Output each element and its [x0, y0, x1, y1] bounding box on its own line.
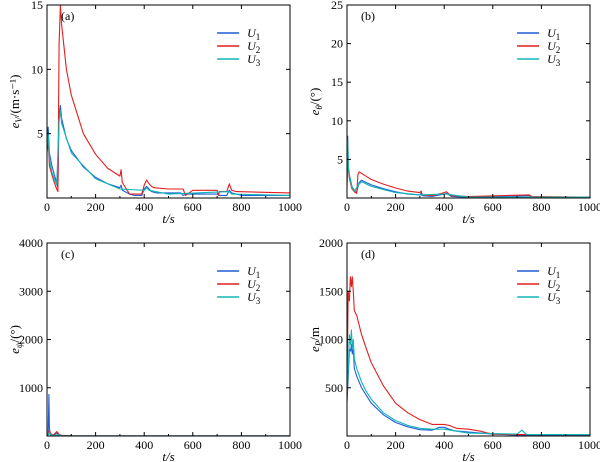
x-tick-label: 200	[87, 200, 105, 214]
y-axis-title: eψ/(°)	[7, 325, 24, 354]
legend-label: U1	[547, 264, 560, 280]
x-tick-label: 800	[232, 438, 250, 452]
y-tick-label: 15	[31, 0, 43, 12]
y-tick-label: 20	[331, 37, 343, 51]
y-tick-label: 25	[331, 0, 343, 12]
y-axis-title: eP/m	[307, 327, 324, 352]
y-axis-title: eV/(m·s⁻¹)	[7, 75, 24, 129]
y-tick-label: 3000	[19, 284, 43, 298]
series-line-u1	[47, 393, 290, 436]
y-tick-label: 5	[337, 152, 343, 166]
x-tick-label: 0	[44, 438, 50, 452]
series-line-u3	[347, 329, 590, 436]
x-tick-label: 600	[184, 200, 202, 214]
legend-label: U1	[247, 26, 260, 42]
x-axis-title: t/s	[462, 211, 474, 226]
x-tick-label: 1000	[278, 200, 302, 214]
legend-label: U2	[547, 277, 560, 293]
x-tick-label: 1000	[578, 200, 600, 214]
legend-label: U2	[247, 277, 260, 293]
y-tick-label: 1000	[19, 381, 43, 395]
panel-c: 0 200 400 600 800 1000 1000 2000 3000 4000 (c) t/s e…	[7, 236, 302, 462]
legend-label: U1	[247, 264, 260, 280]
panel-a: 0 200 400 600 800 1000 5 10 15 (a) t/s eV/(m·s⁻¹) U1…	[7, 0, 302, 226]
series-line-u2	[347, 276, 590, 436]
series-line-u3	[347, 139, 590, 198]
x-tick-label: 600	[184, 438, 202, 452]
x-tick-label: 400	[435, 200, 453, 214]
legend-label: U3	[547, 52, 561, 68]
legend-label: U2	[247, 39, 260, 55]
x-tick-label: 800	[232, 200, 250, 214]
series-line-u1	[47, 104, 290, 196]
x-axis-title: t/s	[462, 449, 474, 462]
legend-label: U3	[247, 52, 261, 68]
series-line-u1	[347, 343, 590, 436]
x-axis-title: t/s	[162, 211, 174, 226]
legend-label: U3	[247, 290, 261, 306]
x-tick-label: 0	[344, 200, 350, 214]
panel-d: 0 200 400 600 800 1000 500 1000 1500 2000 (d) t/s eP…	[307, 236, 600, 462]
y-tick-label: 2000	[319, 236, 343, 250]
y-tick-label: 2000	[19, 333, 43, 347]
legend-label: U1	[547, 26, 560, 42]
x-tick-label: 800	[532, 438, 550, 452]
panel-tag: (c)	[61, 247, 74, 261]
panel-tag: (a)	[61, 9, 74, 23]
series-line-u3	[47, 109, 290, 196]
legend-label: U3	[547, 290, 561, 306]
y-tick-label: 10	[31, 62, 43, 76]
x-tick-label: 400	[135, 200, 153, 214]
x-tick-label: 400	[135, 438, 153, 452]
legend-label: U2	[547, 39, 560, 55]
series-line-u2	[347, 151, 590, 198]
panel-b: 0 200 400 600 800 1000 5 10 15 20 25 (b) t/s eθ/(°) U1…	[307, 0, 600, 226]
y-axis-title: eθ/(°)	[307, 88, 324, 116]
x-tick-label: 200	[387, 200, 405, 214]
y-tick-label: 15	[331, 75, 343, 89]
y-tick-label: 1500	[319, 284, 343, 298]
y-tick-label: 1000	[319, 333, 343, 347]
y-tick-label: 4000	[19, 236, 43, 250]
x-tick-label: 0	[344, 438, 350, 452]
x-tick-label: 1000	[578, 438, 600, 452]
x-tick-label: 400	[435, 438, 453, 452]
panel-tag: (b)	[361, 9, 375, 23]
series-line-u1	[347, 135, 590, 198]
x-tick-label: 600	[484, 438, 502, 452]
y-tick-label: 5	[37, 127, 43, 141]
y-tick-label: 10	[331, 114, 343, 128]
x-tick-label: 1000	[278, 438, 302, 452]
y-tick-label: 500	[325, 381, 343, 395]
x-tick-label: 200	[87, 438, 105, 452]
x-tick-label: 0	[44, 200, 50, 214]
x-axis-title: t/s	[162, 449, 174, 462]
x-tick-label: 200	[387, 438, 405, 452]
x-tick-label: 800	[532, 200, 550, 214]
panel-tag: (d)	[361, 247, 375, 261]
x-tick-label: 600	[484, 200, 502, 214]
